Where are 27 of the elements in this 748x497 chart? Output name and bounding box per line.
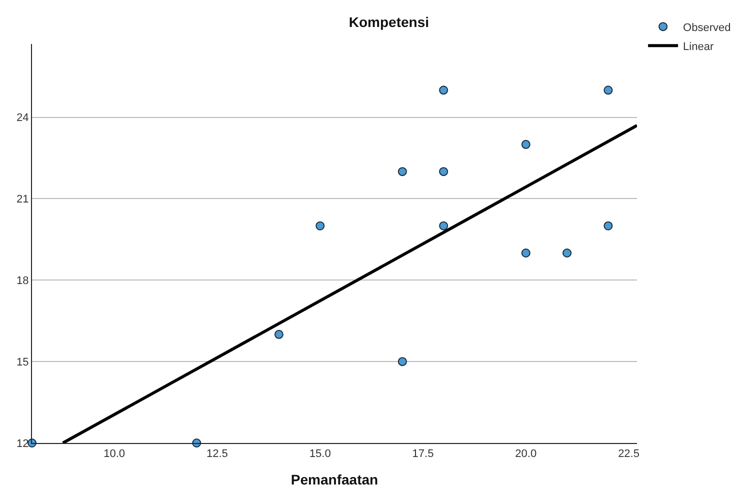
point [604,86,613,95]
x-tick-label: 15.0 [309,448,331,460]
x-tick-label: 10.0 [104,448,126,460]
point [604,221,613,230]
chart-title: Kompetensi [348,14,430,30]
point [398,167,407,176]
x-tick-label: 20.0 [515,448,537,460]
point [439,167,448,176]
y-tick-label: 12 [16,438,29,450]
point [398,357,407,366]
point [562,248,572,258]
point [439,86,448,95]
point [274,330,284,339]
legend-label: Linear [683,40,714,53]
y-tick-label: 24 [16,112,29,124]
x-axis-title: Pemanfaatan [290,472,378,488]
y-tick-label: 15 [16,356,29,368]
x-tick-label: 17.5 [412,448,434,460]
x-tick-label: 22.5 [618,448,640,460]
point [521,140,530,149]
point [439,221,448,230]
x-tick-label: 12.5 [206,448,228,460]
y-tick-label: 21 [16,194,29,206]
point [316,221,325,230]
legend-label: Observed [683,22,731,34]
point [521,248,530,258]
y-tick-label: 18 [16,274,29,287]
